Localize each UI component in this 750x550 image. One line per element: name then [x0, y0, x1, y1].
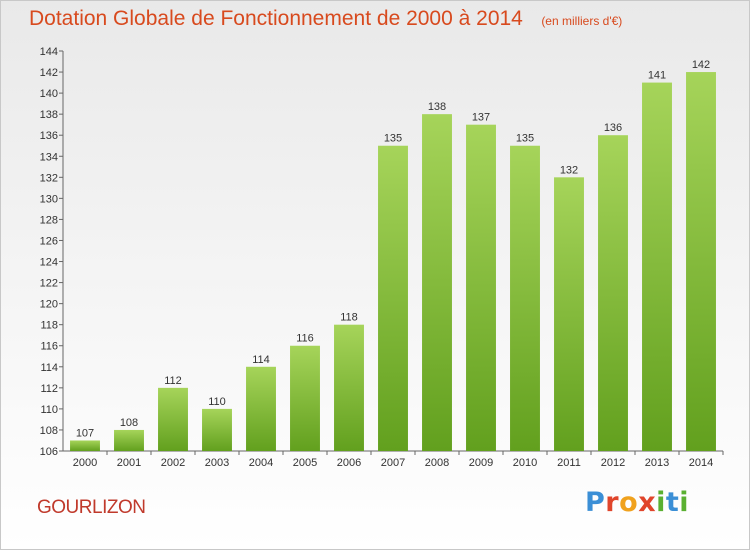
bar-2003[interactable]	[202, 408, 232, 451]
bar-2008[interactable]	[422, 114, 452, 451]
brand-letter: r	[605, 487, 620, 518]
bar-value-label: 108	[120, 417, 138, 429]
brand-letter: o	[619, 487, 639, 518]
x-tick-label: 2003	[205, 457, 229, 469]
bar-value-label: 136	[604, 122, 622, 134]
y-tick-label: 120	[40, 299, 58, 311]
x-tick-label: 2002	[161, 457, 185, 469]
bar-value-label: 138	[428, 101, 446, 113]
brand-letter: i	[656, 487, 666, 518]
bar-value-label: 135	[384, 133, 402, 145]
y-tick-label: 106	[40, 446, 58, 458]
bar-2002[interactable]	[158, 387, 188, 451]
x-tick-label: 2004	[249, 457, 273, 469]
y-tick-label: 108	[40, 425, 58, 437]
x-tick-label: 2005	[293, 457, 317, 469]
commune-name: GOURLIZON	[37, 497, 146, 518]
y-tick-label: 134	[40, 151, 58, 163]
y-tick-label: 114	[40, 362, 58, 374]
bar-value-label: 132	[560, 164, 578, 176]
x-tick-label: 2008	[425, 457, 449, 469]
y-tick-label: 130	[40, 193, 58, 205]
bar-2007[interactable]	[378, 145, 408, 451]
bar-value-label: 116	[296, 333, 314, 345]
y-tick-label: 136	[40, 130, 58, 142]
bar-value-label: 135	[516, 133, 534, 145]
chart-title: Dotation Globale de Fonctionnement de 20…	[29, 7, 523, 30]
bar-value-label: 142	[692, 59, 710, 71]
x-tick-label: 2000	[73, 457, 97, 469]
bar-value-label: 112	[164, 375, 182, 387]
y-tick-label: 128	[40, 214, 58, 226]
chart-unit: (en milliers d'€)	[541, 14, 623, 28]
chart-bars: 107 108 112 110 114 116 118 135 138 137 135 132 136 1…	[70, 59, 716, 452]
brand-letter: i	[679, 487, 690, 518]
bar-2006[interactable]	[334, 324, 364, 451]
brand-logo[interactable]: Proxiti	[585, 487, 689, 518]
x-tick-label: 2013	[645, 457, 669, 469]
bar-value-label: 110	[208, 396, 226, 408]
x-tick-label: 2011	[557, 457, 581, 469]
y-tick-label: 142	[40, 67, 58, 79]
bar-2014[interactable]	[686, 72, 716, 451]
chart-title-row: Dotation Globale de Fonctionnement de 20…	[29, 7, 622, 31]
bar-2013[interactable]	[642, 82, 672, 451]
brand-letter: x	[638, 487, 657, 518]
x-tick-label: 2012	[601, 457, 625, 469]
y-tick-label: 140	[40, 88, 58, 100]
x-tick-label: 2007	[381, 457, 405, 469]
bar-2004[interactable]	[246, 366, 276, 451]
bar-value-label: 141	[648, 70, 666, 82]
y-tick-label: 116	[40, 341, 58, 353]
x-tick-label: 2010	[513, 457, 537, 469]
bar-2000[interactable]	[70, 440, 100, 451]
y-tick-label: 124	[40, 257, 58, 269]
y-tick-label: 144	[40, 46, 58, 58]
y-tick-label: 112	[40, 383, 58, 395]
bar-2012[interactable]	[598, 135, 628, 452]
bar-2001[interactable]	[114, 429, 144, 451]
bar-value-label: 107	[76, 427, 94, 439]
y-tick-label: 132	[40, 172, 58, 184]
bar-2009[interactable]	[466, 124, 496, 452]
y-tick-label: 138	[40, 109, 58, 121]
bar-value-label: 118	[340, 312, 358, 324]
y-tick-label: 118	[40, 320, 58, 332]
bar-value-label: 114	[252, 354, 270, 366]
x-tick-label: 2006	[337, 457, 361, 469]
bar-2010[interactable]	[510, 145, 540, 451]
x-tick-label: 2014	[689, 457, 713, 469]
bar-2011[interactable]	[554, 177, 584, 451]
y-tick-label: 126	[40, 235, 58, 247]
bar-2005[interactable]	[290, 345, 320, 451]
x-tick-label: 2009	[469, 457, 493, 469]
brand-letter: P	[585, 487, 606, 518]
x-tick-label: 2001	[117, 457, 141, 469]
brand-letter: t	[665, 487, 680, 518]
bar-value-label: 137	[472, 112, 490, 124]
y-tick-label: 110	[40, 404, 58, 416]
y-tick-label: 122	[40, 278, 58, 290]
